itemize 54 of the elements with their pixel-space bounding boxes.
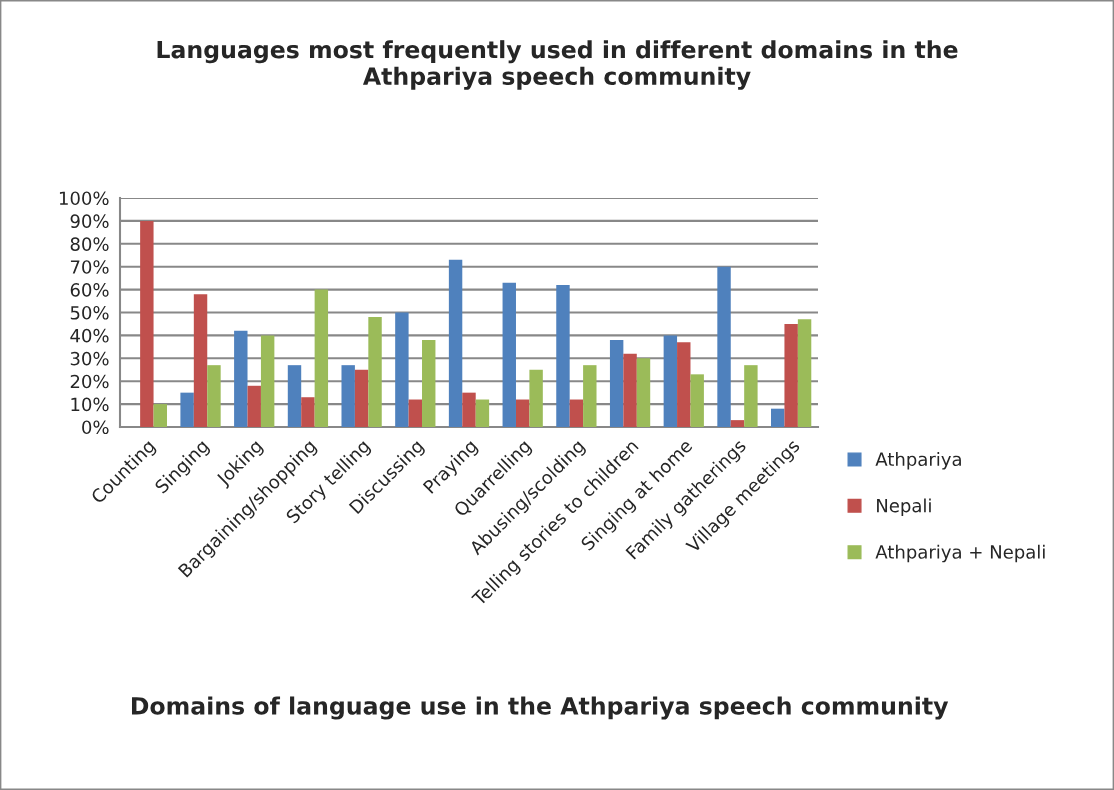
y-tick-label: 90% [70, 214, 109, 229]
bar [153, 404, 167, 427]
bar [502, 282, 516, 427]
y-tick-label: 100% [59, 191, 109, 206]
bar [193, 294, 208, 427]
bar [797, 319, 812, 427]
y-tick-label: 60% [70, 283, 109, 297]
bar [422, 339, 436, 427]
bar [663, 335, 678, 427]
bar [234, 330, 248, 427]
y-tick-label: 50% [70, 305, 109, 320]
bar [515, 399, 530, 427]
bar [730, 420, 745, 427]
bar [475, 399, 490, 427]
bar [247, 385, 261, 427]
bar [408, 399, 423, 427]
bar [690, 374, 704, 427]
bar [354, 369, 369, 427]
x-axis-title: Domains of language use in the Athpariya speech community [131, 696, 949, 720]
bar [784, 323, 798, 427]
bar [287, 365, 302, 427]
legend-label: Athpariya + Nepali [875, 544, 1045, 563]
bar [623, 353, 637, 427]
bar [556, 285, 570, 427]
bar [301, 397, 315, 427]
bar [341, 365, 355, 427]
legend-label: Athpariya [875, 452, 961, 470]
bar [260, 335, 275, 427]
chart-title: Languages most frequently used in different domains in the Athpariya speech community [157, 40, 958, 90]
bar [771, 408, 785, 427]
y-tick-label: 10% [71, 397, 109, 412]
y-tick-label: 40% [70, 328, 109, 343]
bar [636, 358, 651, 427]
y-tick-label: 80% [70, 237, 109, 251]
bar [677, 342, 691, 427]
bar [569, 399, 584, 427]
bar [448, 259, 463, 427]
bar [140, 220, 154, 427]
y-tick-label: 70% [70, 260, 109, 274]
y-tick-label: 30% [70, 351, 109, 366]
bar [744, 365, 758, 427]
bar [180, 392, 194, 427]
y-tick-label: 20% [70, 374, 109, 389]
bar [583, 365, 597, 427]
bar [395, 312, 409, 427]
bar [314, 289, 329, 427]
bar [207, 365, 221, 427]
bar [529, 369, 543, 427]
bar [368, 317, 382, 427]
y-tick-label: 0% [82, 420, 109, 435]
bar [609, 339, 624, 427]
bar [462, 392, 476, 427]
legend-label: Nepali [877, 498, 931, 516]
bar [717, 266, 731, 427]
